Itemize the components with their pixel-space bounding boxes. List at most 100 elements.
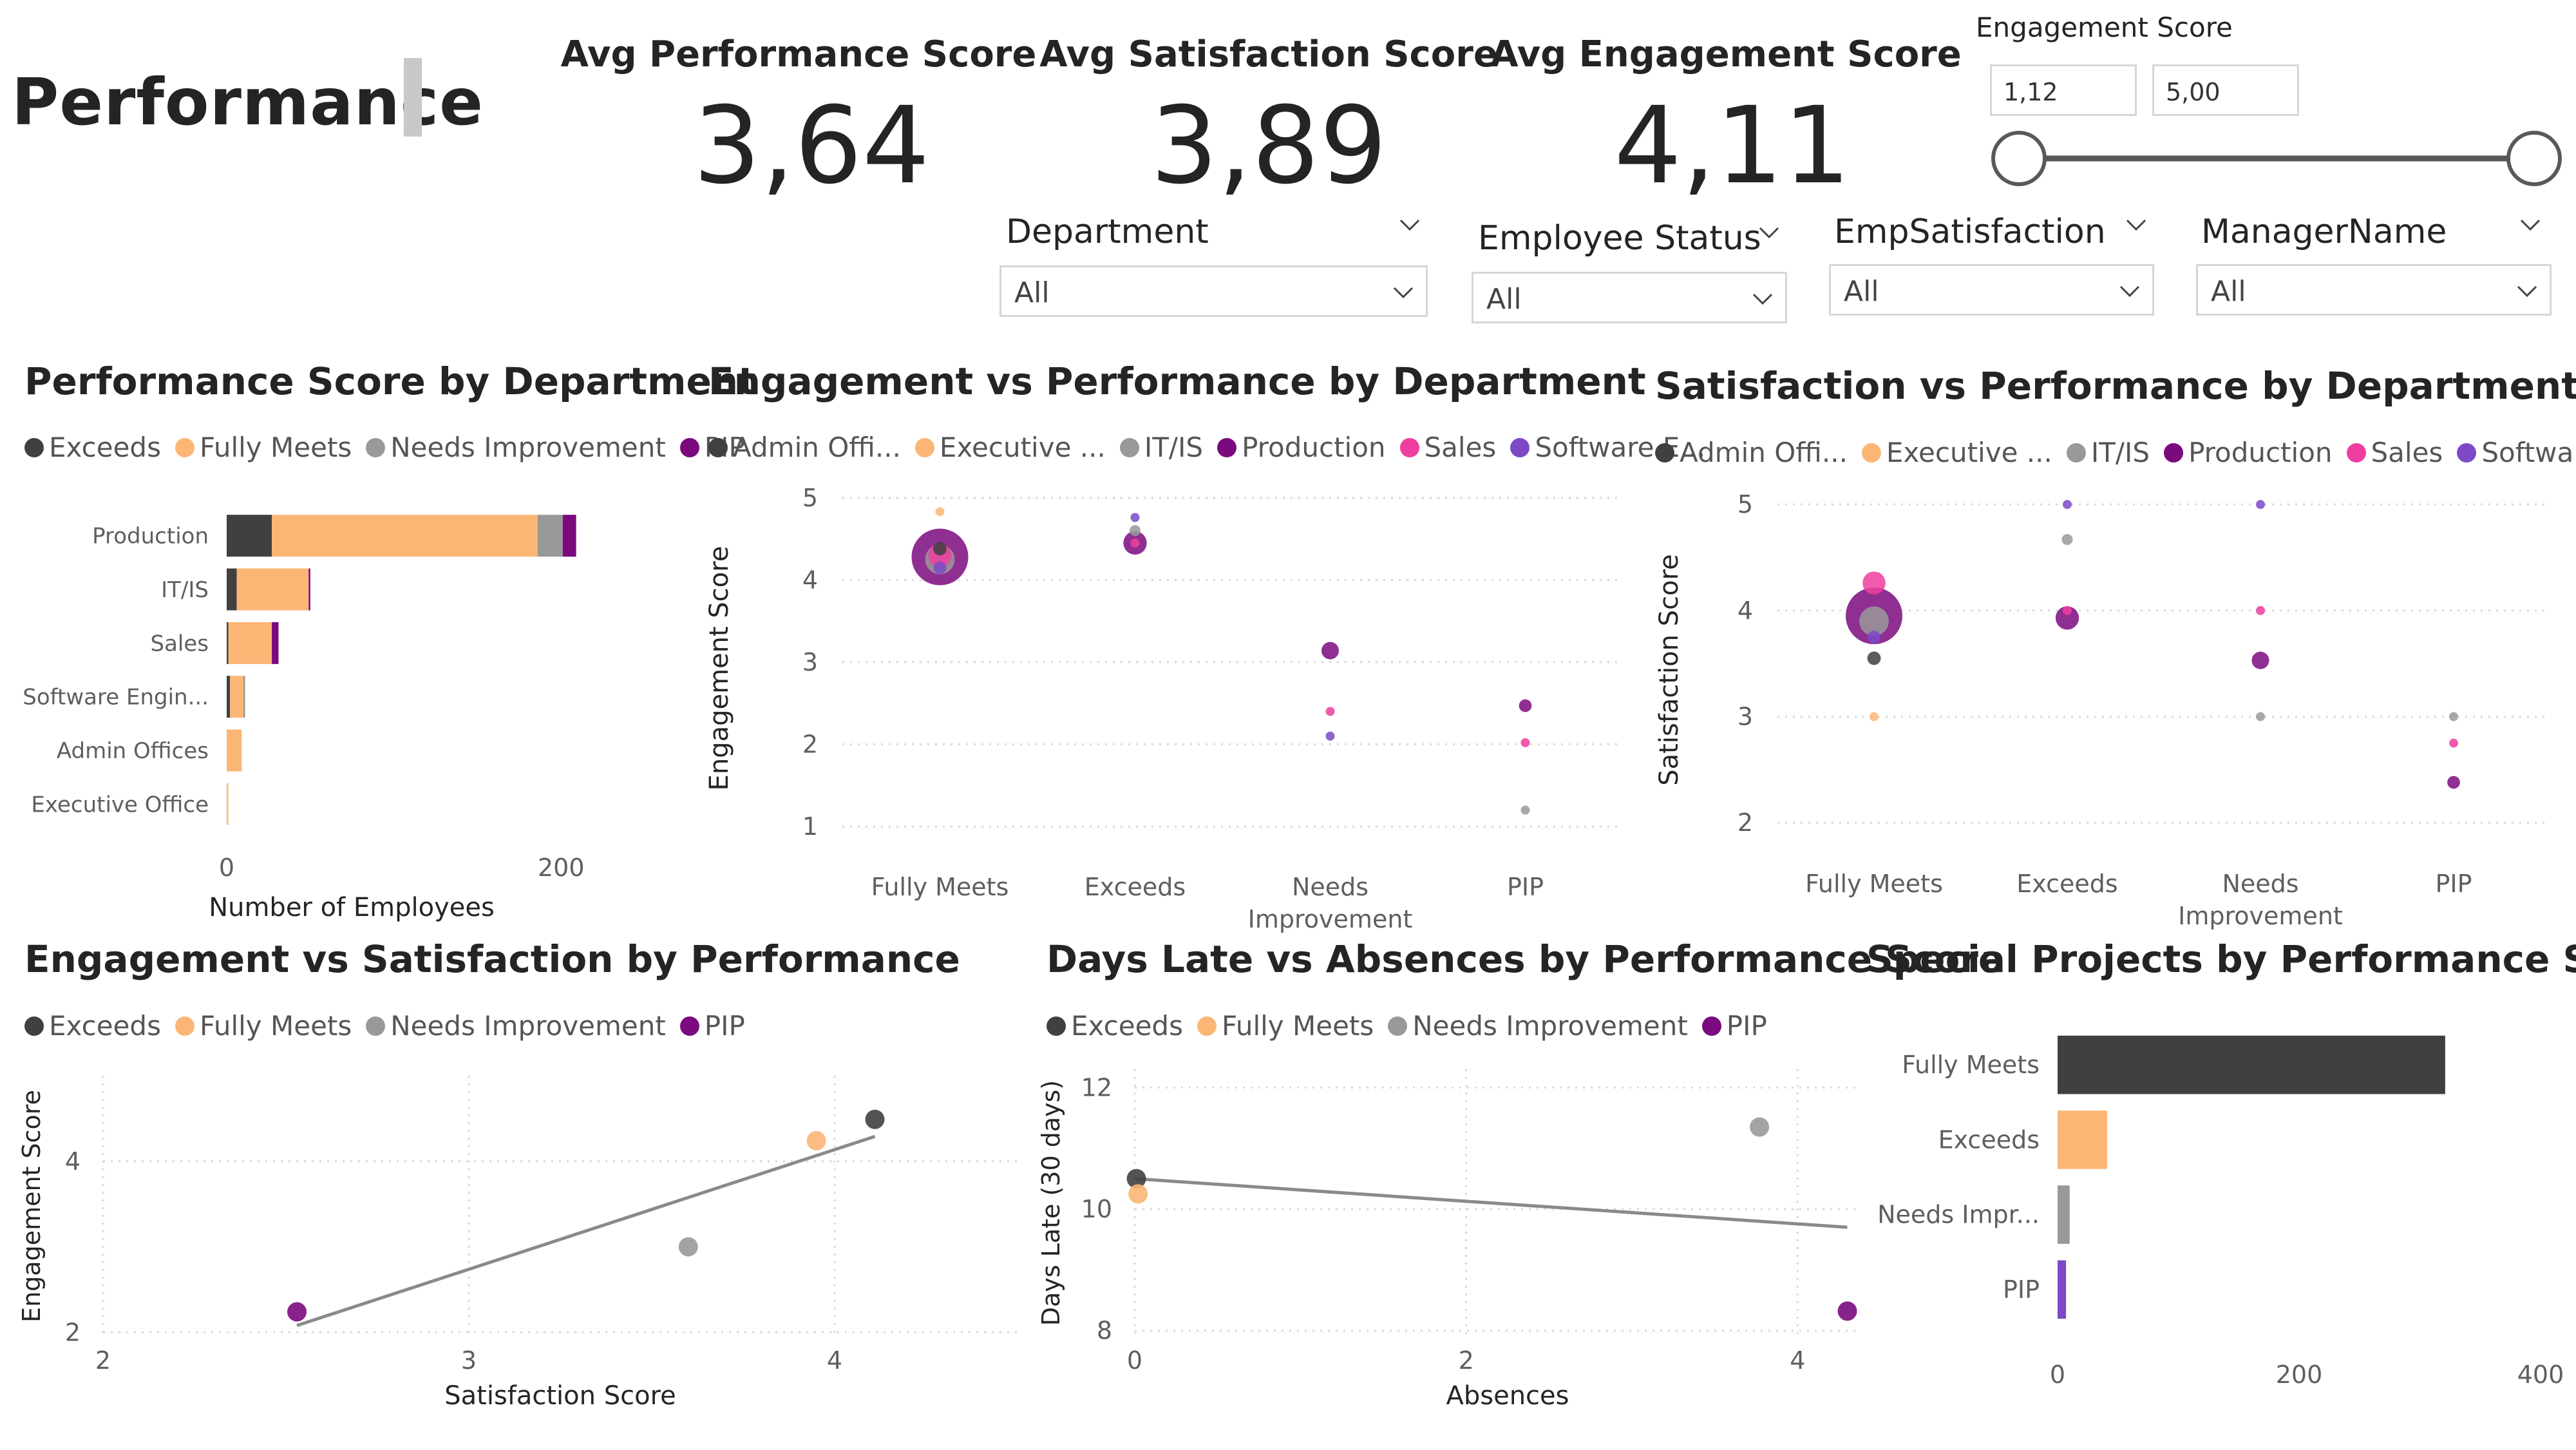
performance-by-department-chart[interactable]: 0 200 Production IT/IS Sales Software Engin..… xyxy=(0,477,696,934)
employee-status-dropdown[interactable]: All xyxy=(1472,272,1787,323)
chart5-legend[interactable]: Exceeds Fully Meets Needs Improvement PIP xyxy=(1046,1010,1781,1042)
bar-software-engin-fully-meets xyxy=(230,676,243,718)
x-tick-label: 0 xyxy=(219,854,234,882)
y-tick-label: 5 xyxy=(1738,490,1753,519)
bar-admin-offices-fully-meets xyxy=(227,729,242,772)
bar-sales-fully-meets xyxy=(228,622,272,664)
point-needs-improvement-software-engineering xyxy=(2256,500,2265,510)
legend-item-fully-meets[interactable]: Fully Meets xyxy=(175,432,352,463)
chevron-down-icon[interactable] xyxy=(1399,214,1421,236)
legend-item-fully-meets[interactable]: Fully Meets xyxy=(1197,1010,1374,1042)
legend-item-it-is[interactable]: IT/IS xyxy=(1119,432,1203,463)
kpi-performance-value: 3,64 xyxy=(693,84,930,207)
point-fully-meets-admin-offices xyxy=(1867,651,1881,665)
legend-dot-icon xyxy=(1510,437,1530,457)
empsatisfaction-dropdown[interactable]: All xyxy=(1829,264,2154,316)
x-tick-label: Improvement xyxy=(1248,905,1413,933)
chart4-legend[interactable]: Exceeds Fully Meets Needs Improvement PIP xyxy=(24,1010,759,1042)
chevron-down-icon[interactable] xyxy=(2125,214,2147,236)
title-accent-bar xyxy=(404,58,422,137)
department-slicer-title: Department xyxy=(1006,213,1209,251)
legend-dot-icon xyxy=(679,437,699,457)
days-late-vs-absences-chart[interactable]: 8 10 12 0 2 4 Days Late (30 days) Absences xyxy=(1030,1056,1861,1443)
y-tick-label: 4 xyxy=(1738,596,1753,625)
x-tick-label: 3 xyxy=(461,1346,477,1375)
bar-pip xyxy=(2058,1260,2067,1319)
kpi-satisfaction-value: 3,89 xyxy=(1150,84,1387,207)
legend-dot-icon xyxy=(2457,443,2477,463)
chart3-legend[interactable]: Admin Offi... Executive ... IT/IS Productio… xyxy=(1655,437,2576,468)
legend-item-needs-improvement[interactable]: Needs Improvement xyxy=(366,432,666,463)
satisfaction-vs-performance-chart[interactable]: 2 3 4 5 Fully Meets Exceeds Needs Improvement PI… xyxy=(1649,477,2576,934)
point-fully-meets-executive-office xyxy=(1870,712,1879,721)
engagement-range-slider[interactable] xyxy=(1990,129,2563,193)
y-tick-label: 12 xyxy=(1081,1073,1112,1102)
legend-item-production[interactable]: Production xyxy=(2164,437,2333,468)
chevron-down-icon xyxy=(1752,293,1773,305)
chart6-title: Special Projects by Performance Score xyxy=(1866,937,2576,981)
managername-dropdown[interactable]: All xyxy=(2196,264,2552,316)
special-projects-chart[interactable]: 0 200 400 Fully Meets Exceeds Needs Impr... PI… xyxy=(1861,992,2576,1443)
x-tick-label: Fully Meets xyxy=(1805,870,1943,898)
slider-max-handle[interactable] xyxy=(2506,131,2562,186)
engagement-max-input[interactable]: 5,00 xyxy=(2152,64,2299,116)
point-needs-improvement xyxy=(678,1237,698,1257)
point-pip xyxy=(287,1302,307,1322)
legend-label: PIP xyxy=(704,1010,745,1042)
point-needs-improvement xyxy=(1750,1117,1770,1137)
legend-item-it-is[interactable]: IT/IS xyxy=(2066,437,2150,468)
legend-item-software-engineering[interactable]: Software ... xyxy=(2457,437,2576,468)
legend-item-exceeds[interactable]: Exceeds xyxy=(24,432,161,463)
legend-item-fully-meets[interactable]: Fully Meets xyxy=(175,1010,352,1042)
legend-item-sales[interactable]: Sales xyxy=(1399,432,1496,463)
engagement-min-input[interactable]: 1,12 xyxy=(1990,64,2137,116)
engagement-vs-performance-chart[interactable]: 1 2 3 4 5 Fully Meets Exceeds Needs Improvement P… xyxy=(696,477,1649,934)
bar-exceeds xyxy=(2058,1111,2107,1169)
legend-item-admin-offices[interactable]: Admin Offi... xyxy=(1655,437,1848,468)
chart2-legend[interactable]: Admin Offi... Executive ... IT/IS Productio… xyxy=(708,432,1719,463)
legend-item-executive-office[interactable]: Executive ... xyxy=(1861,437,2052,468)
legend-item-admin-offices[interactable]: Admin Offi... xyxy=(708,432,901,463)
legend-item-production[interactable]: Production xyxy=(1217,432,1386,463)
legend-item-pip[interactable]: PIP xyxy=(1701,1010,1767,1042)
legend-item-software-engineering[interactable]: Software E... xyxy=(1510,432,1705,463)
x-tick-label: Needs xyxy=(2222,870,2298,898)
chart3-title: Satisfaction vs Performance by Departmen… xyxy=(1655,364,2576,408)
legend-item-sales[interactable]: Sales xyxy=(2346,437,2443,468)
slider-min-handle[interactable] xyxy=(1991,131,2047,186)
point-exceeds-sales xyxy=(2063,606,2072,615)
empsatisfaction-slicer-title: EmpSatisfaction xyxy=(1834,213,2106,251)
legend-item-needs-improvement[interactable]: Needs Improvement xyxy=(1388,1010,1688,1042)
kpi-performance-label: Avg Performance Score xyxy=(560,33,1037,75)
point-fully-meets-software-engineering xyxy=(933,561,947,575)
managername-slicer-title: ManagerName xyxy=(2201,213,2447,251)
point-pip-production xyxy=(2447,776,2460,789)
legend-label: Sales xyxy=(2371,437,2443,468)
legend-item-pip[interactable]: PIP xyxy=(679,1010,745,1042)
point-fully-meets-it-is xyxy=(1859,606,1889,636)
chevron-down-icon[interactable] xyxy=(2519,214,2541,236)
y-tick-label: 2 xyxy=(1738,808,1753,837)
department-dropdown[interactable]: All xyxy=(999,265,1428,317)
legend-label: Software E... xyxy=(1535,432,1706,463)
legend-item-exceeds[interactable]: Exceeds xyxy=(24,1010,161,1042)
legend-item-needs-improvement[interactable]: Needs Improvement xyxy=(366,1010,666,1042)
bar-production-fully-meets xyxy=(272,515,538,557)
chevron-down-icon xyxy=(1393,287,1414,299)
legend-dot-icon xyxy=(175,1016,194,1036)
legend-dot-icon xyxy=(24,1016,44,1036)
legend-dot-icon xyxy=(1119,437,1139,457)
point-needs-improvement-it-is xyxy=(2256,712,2265,721)
legend-label: PIP xyxy=(1726,1010,1767,1042)
engagement-vs-satisfaction-chart[interactable]: 2 4 2 3 4 Engagement Score Satisfaction Score xyxy=(0,1056,1030,1443)
point-fully-meets-admin-offices xyxy=(933,542,947,556)
employee-status-slicer-title: Employee Status xyxy=(1478,219,1761,258)
legend-item-exceeds[interactable]: Exceeds xyxy=(1046,1010,1183,1042)
chevron-down-icon[interactable] xyxy=(1758,222,1780,243)
point-exceeds-software-engineering xyxy=(1130,513,1140,522)
chart2-title: Engagement vs Performance by Department xyxy=(708,359,1646,403)
point-fully-meets-sales xyxy=(1862,571,1886,595)
point-needs-improvement-sales xyxy=(1325,707,1335,716)
legend-item-executive-office[interactable]: Executive ... xyxy=(914,432,1106,463)
